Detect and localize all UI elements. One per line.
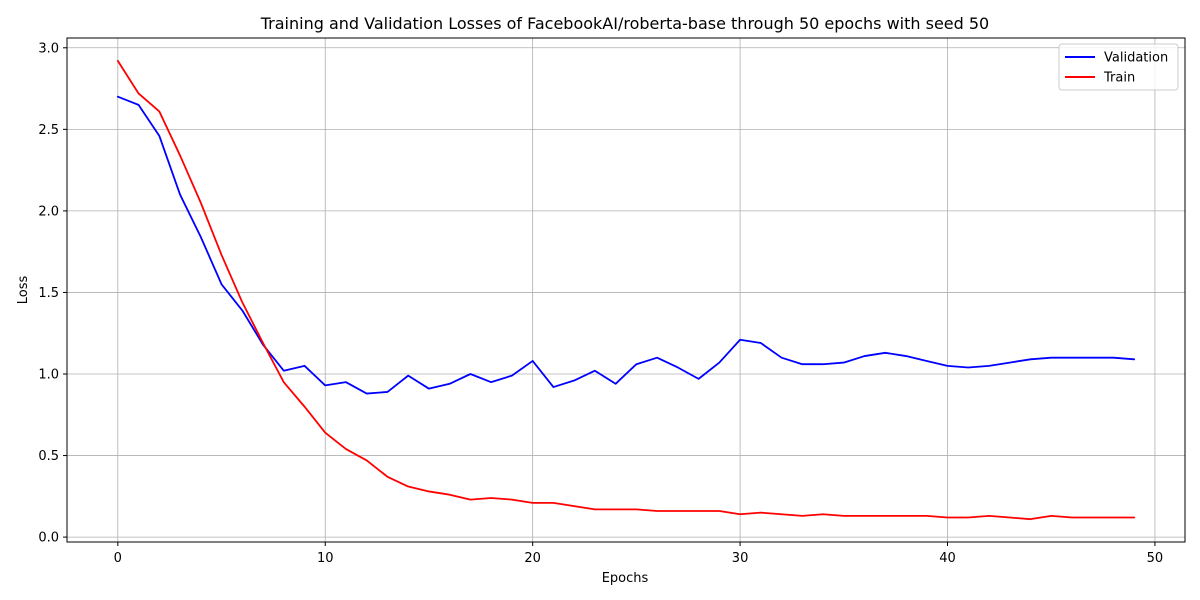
legend-label-validation: Validation [1104,51,1168,66]
legend-box [1058,43,1179,91]
x-tick-label: 10 [317,551,334,566]
axis-ticks: 0 10 20 30 40 50 0.0 0.5 1.0 1.5 2.0 2.5 3.0 [38,41,1163,566]
validation-loss-line [116,95,1136,395]
legend: Validation Train [1058,43,1179,91]
x-axis-title: Epochs [602,571,649,586]
y-tick-label: 1.5 [38,286,59,301]
y-tick-label: 1.0 [38,368,59,383]
y-tick-label: 2.0 [38,204,59,219]
x-tick-label: 40 [939,551,956,566]
legend-label-train: Train [1103,71,1135,86]
y-tick-label: 0.5 [38,449,59,464]
chart-title: Training and Validation Losses of Facebo… [260,14,989,33]
x-tick-label: 50 [1147,551,1164,566]
plot-frame [66,37,1186,543]
x-tick-label: 20 [524,551,541,566]
x-tick-label: 0 [114,551,122,566]
y-tick-label: 2.5 [38,123,59,138]
y-tick-label: 3.0 [38,41,59,56]
y-axis-title: Loss [16,276,31,305]
train-loss-line [116,59,1136,521]
series-lines [116,59,1136,521]
grid-lines [67,38,1185,542]
y-tick-label: 0.0 [38,531,59,546]
x-tick-label: 30 [732,551,749,566]
